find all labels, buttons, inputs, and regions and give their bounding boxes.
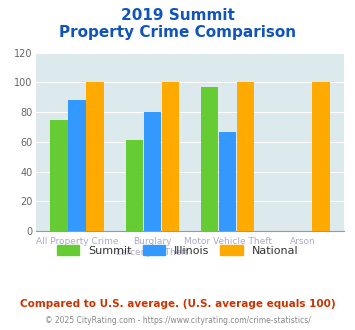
Text: Compared to U.S. average. (U.S. average equals 100): Compared to U.S. average. (U.S. average …	[20, 299, 335, 309]
Bar	[126, 140, 143, 231]
Bar	[68, 100, 86, 231]
Bar	[144, 112, 161, 231]
Bar	[312, 82, 330, 231]
Bar	[50, 119, 67, 231]
Bar	[219, 131, 236, 231]
Legend: Summit, Illinois, National: Summit, Illinois, National	[53, 240, 302, 260]
Bar	[86, 82, 104, 231]
Bar	[201, 87, 218, 231]
Bar	[162, 82, 179, 231]
Text: © 2025 CityRating.com - https://www.cityrating.com/crime-statistics/: © 2025 CityRating.com - https://www.city…	[45, 316, 310, 325]
Bar	[237, 82, 254, 231]
Text: Property Crime Comparison: Property Crime Comparison	[59, 25, 296, 40]
Text: 2019 Summit: 2019 Summit	[121, 8, 234, 23]
